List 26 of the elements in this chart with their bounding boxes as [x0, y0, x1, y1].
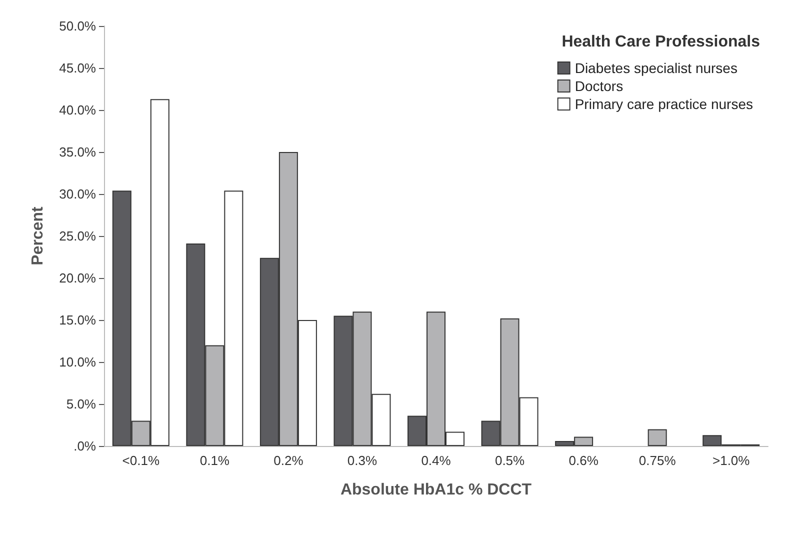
x-axis-title: Absolute HbA1c % DCCT [340, 482, 532, 498]
x-tick-label: 0.5% [494, 453, 526, 468]
y-tick-label: 15.0% [59, 312, 96, 328]
y-tick-label: 30.0% [59, 186, 96, 202]
x-tick-label: <0.1% [122, 453, 160, 468]
y-tick-label: 40.0% [59, 102, 96, 118]
legend-label: Diabetes specialist nurses [574, 60, 738, 76]
y-tick-label: .0% [74, 438, 96, 454]
x-tick-label: 0.6% [568, 453, 599, 468]
x-tick-label: >1.0% [712, 453, 750, 468]
y-tick-label: 50.0% [59, 18, 96, 34]
legend-label: Doctors [574, 78, 624, 94]
legend-title: Health Care Professionals [562, 34, 760, 50]
y-tick-label: 45.0% [59, 60, 96, 76]
y-tick-label: 20.0% [59, 270, 96, 286]
y-tick-label: 10.0% [59, 354, 96, 370]
y-tick-label: 25.0% [59, 228, 96, 244]
legend-label: Primary care practice nurses [574, 96, 754, 112]
x-tick-label: 0.75% [638, 453, 676, 468]
x-tick-label: 0.1% [200, 453, 230, 468]
y-axis-title: Percent [30, 206, 46, 266]
x-tick-label: 0.3% [347, 453, 378, 468]
y-tick-label: 5.0% [66, 396, 96, 412]
y-tick-label: 35.0% [59, 144, 96, 160]
x-tick-label: 0.2% [274, 453, 304, 468]
x-tick-label: 0.4% [421, 453, 452, 468]
